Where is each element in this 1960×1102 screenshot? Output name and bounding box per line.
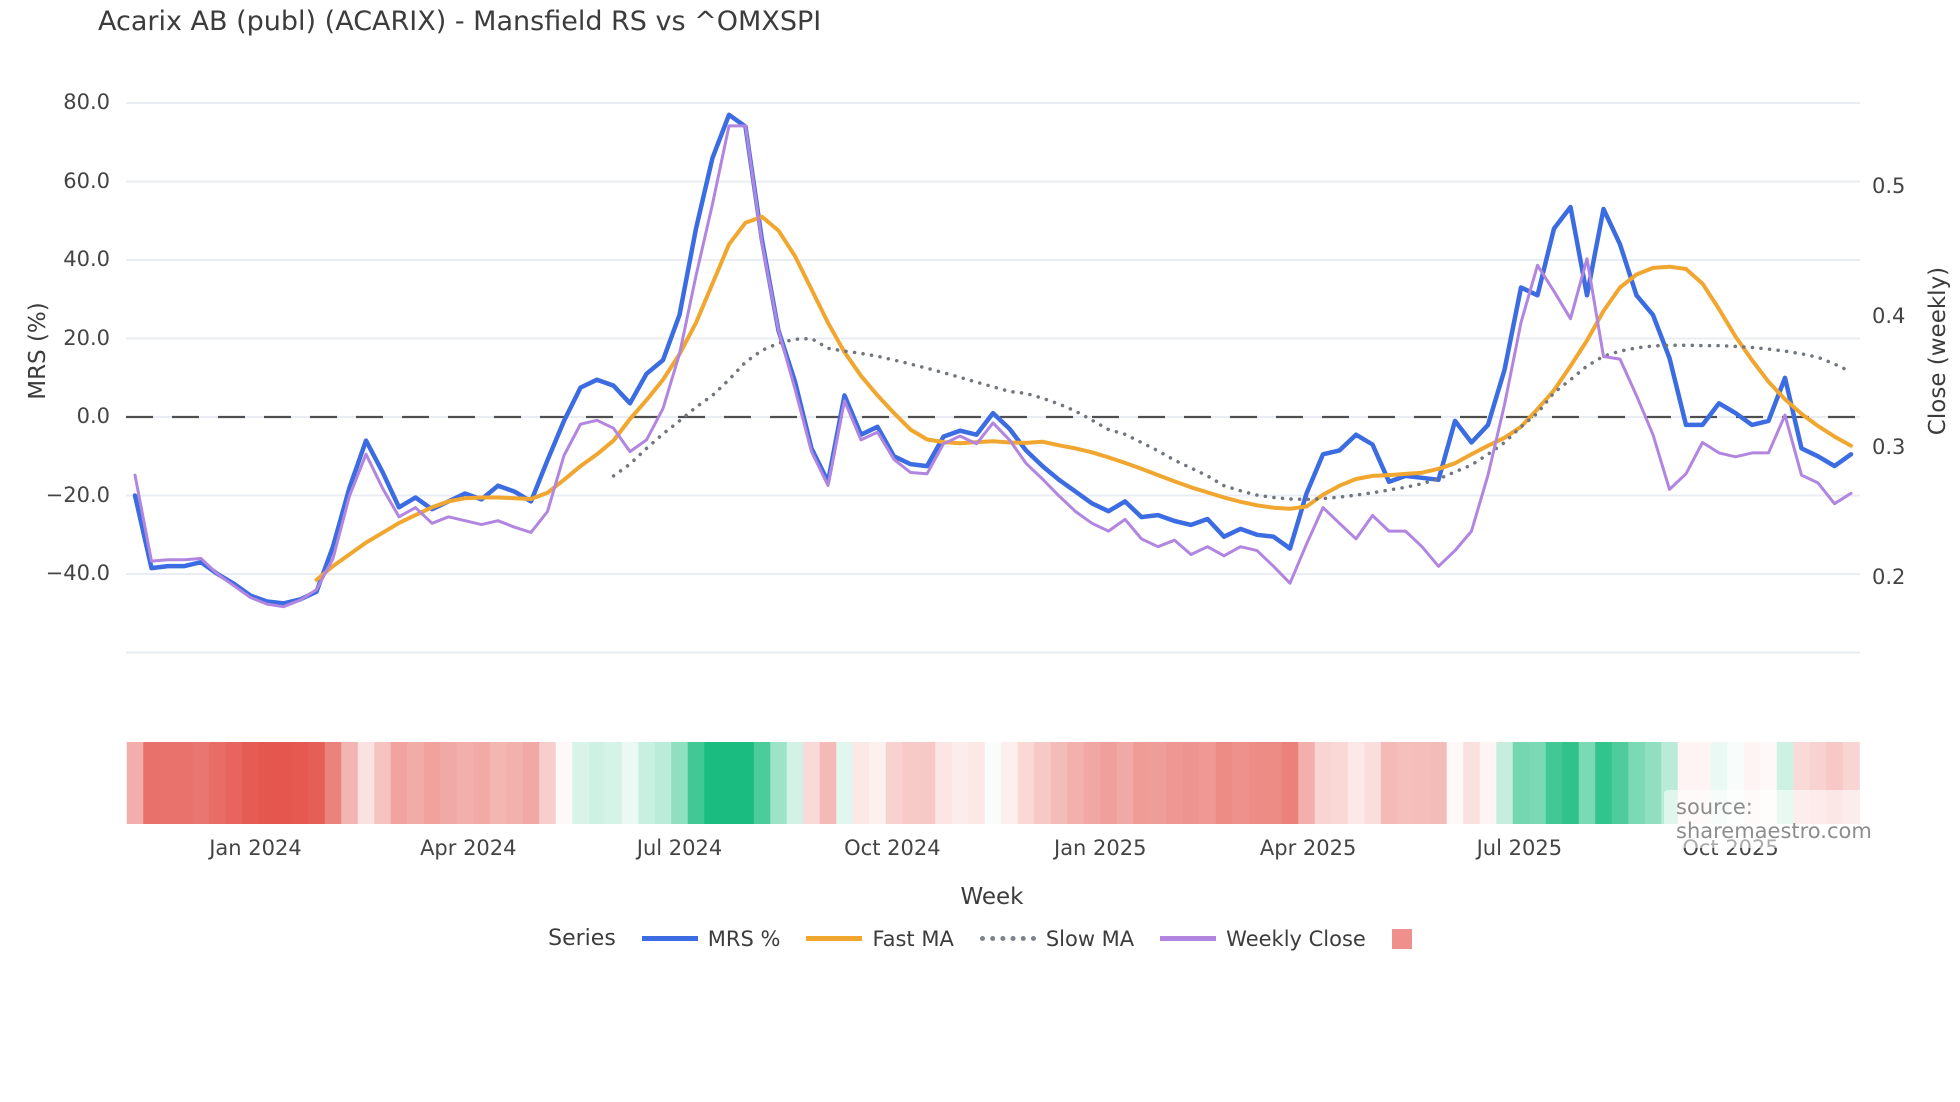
legend-line-sample (1160, 936, 1217, 941)
legend-item-slow-ma[interactable]: Slow MA (979, 926, 1135, 951)
line-mrs- (132, 112, 1854, 606)
legend-title: Series (548, 926, 616, 951)
legend-item-label: Slow MA (1045, 926, 1135, 951)
line-weekly-close (133, 124, 1853, 609)
legend-item-label: Weekly Close (1226, 926, 1366, 951)
legend-item-heatmap[interactable] (1391, 928, 1412, 949)
legend-item-label: MRS % (707, 926, 781, 951)
x-tick: Apr 2024 (420, 836, 517, 860)
y-tick-left: 80.0 (63, 90, 110, 114)
heatmap-strip (126, 742, 1860, 824)
y-tick-left: 40.0 (63, 247, 110, 271)
legend-item-label: Fast MA (872, 926, 954, 951)
legend-line-sample (641, 936, 698, 941)
gridlines (126, 102, 1860, 654)
x-tick: Jan 2025 (1054, 836, 1147, 860)
y-tick-right: 0.4 (1872, 304, 1906, 329)
source-note: source: sharemaestro.com (1664, 790, 1960, 848)
legend-item-fast-ma[interactable]: Fast MA (806, 926, 954, 951)
y-tick-left: 60.0 (63, 168, 110, 193)
series-lines (132, 112, 1854, 609)
x-tick: Jan 2024 (209, 836, 302, 860)
line-slow-ma (611, 336, 1853, 502)
y-tick-left: −20.0 (45, 482, 110, 507)
legend-item-weekly-close[interactable]: Weekly Close (1160, 927, 1366, 951)
legend-line-sample (806, 936, 863, 941)
legend: Series MRS % Fast MA Slow MA Weekly Close (0, 926, 1960, 951)
legend-swatch-heatmap (1391, 928, 1412, 949)
line-fast-ma (314, 214, 1853, 582)
chart-title: Acarix AB (publ) (ACARIX) - Mansfield RS… (98, 6, 822, 37)
x-tick: Jul 2025 (1476, 836, 1563, 860)
y-tick-left: 0.0 (76, 404, 110, 428)
x-axis-title: Week (960, 884, 1024, 910)
x-tick: Jul 2024 (636, 836, 723, 860)
y-tick-right: 0.5 (1872, 174, 1906, 199)
y-tick-right: 0.2 (1872, 565, 1906, 589)
y-tick-left: −40.0 (45, 561, 110, 585)
legend-item-mrs-[interactable]: MRS % (641, 926, 781, 951)
y-tick-right: 0.3 (1872, 434, 1906, 459)
x-tick: Apr 2025 (1259, 836, 1357, 860)
y-axis-title-right: Close (weekly) (1925, 266, 1951, 436)
y-tick-left: 20.0 (63, 325, 110, 350)
x-tick: Oct 2024 (844, 836, 941, 860)
legend-line-sample (979, 936, 1036, 941)
